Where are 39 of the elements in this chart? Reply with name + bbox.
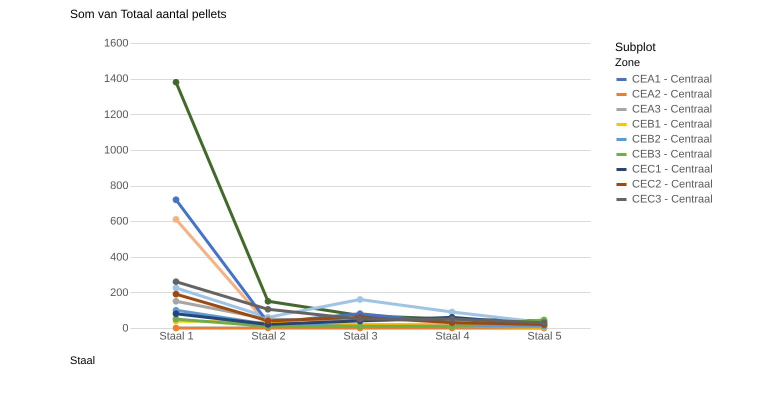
y-tick-label: 400	[110, 251, 128, 264]
point	[172, 196, 180, 204]
point	[264, 306, 272, 313]
y-tick-label: 200	[110, 286, 128, 299]
legend-label: CEC3 - Centraal	[632, 194, 713, 206]
point	[264, 298, 272, 305]
y-tick-label: 1200	[104, 108, 128, 121]
point	[172, 278, 180, 286]
legend-label: CEB1 - Centraal	[632, 118, 712, 130]
point	[172, 78, 180, 86]
x-tick-label: Staal 5	[527, 330, 562, 342]
legend-label: CEA1 - Centraal	[632, 74, 712, 86]
point	[172, 298, 180, 305]
x-axis-title: Staal	[70, 355, 96, 367]
legend-label: CEA2 - Centraal	[632, 88, 712, 100]
x-tick-label: Staal 1	[159, 330, 194, 342]
legend-title: Zone	[615, 57, 640, 69]
point	[172, 310, 180, 318]
legend-label: CEA3 - Centraal	[632, 104, 712, 116]
legend-label: CEB3 - Centraal	[632, 148, 712, 160]
x-tick-label: Staal 3	[343, 330, 378, 342]
point	[356, 296, 364, 303]
y-tick-label: 800	[110, 180, 128, 192]
text: Subplot	[615, 40, 656, 54]
point	[172, 324, 180, 332]
y-tick-label: 1000	[104, 144, 128, 156]
x-tick-label: Staal 4	[435, 330, 470, 342]
point	[172, 284, 180, 292]
legend-label: CEC2 - Centraal	[632, 178, 713, 190]
legend-label: CEC1 - Centraal	[632, 164, 713, 176]
x-tick-label: Staal 2	[251, 330, 286, 342]
y-tick-label: 1600	[104, 38, 128, 50]
point	[172, 290, 180, 298]
y-tick-label: 600	[110, 216, 128, 228]
legend-label: CEB2 - Centraal	[632, 134, 712, 146]
y-tick-label: 1400	[104, 73, 128, 86]
point	[172, 216, 180, 223]
chart-title: Som van Totaal aantal pellets	[70, 7, 227, 21]
y-tick-label: 0	[122, 322, 128, 334]
